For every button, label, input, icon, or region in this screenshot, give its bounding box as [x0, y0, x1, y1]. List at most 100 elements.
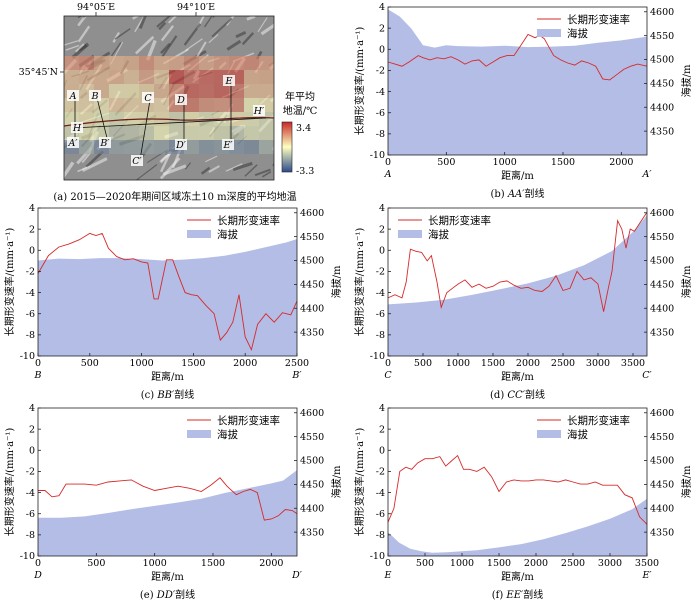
- y-left-axis-label-e: 长期形变速率/(mm·a⁻¹): [3, 428, 16, 537]
- legend-title-line1: 年平均: [285, 90, 315, 103]
- y-left-tick-label-b-5: 0: [379, 44, 385, 55]
- y-left-tick-label-b-0: -10: [370, 150, 385, 161]
- y-right-tick-label-f-5: 4600: [650, 408, 674, 419]
- chart-cc-profile: 0 500 1000 1500 2000 2500 3000 3500 -10 -8 -6 -4 -2 0…: [353, 203, 693, 401]
- y-left-axis-label-b: 长期形变速率/(mm·a⁻¹): [353, 27, 366, 136]
- x-tick-label-d-0: 0: [385, 358, 391, 369]
- chart-dd-profile: 0 500 1000 1500 2000 -10 -8 -6 -4 -2 0 2 4 4350 4400 44…: [3, 403, 343, 601]
- y-right-tick-label-f-2: 4450: [650, 480, 674, 491]
- y-left-tick-label-d-6: 2: [379, 224, 385, 235]
- y-right-tick-label-c-2: 4450: [300, 280, 324, 291]
- x-tick-label-c-0: 0: [35, 358, 41, 369]
- y-left-tick-label-b-1: -8: [376, 129, 385, 140]
- start-label-b: A: [384, 169, 392, 180]
- elevation-area-d: [388, 215, 647, 356]
- y-right-axis-label-f: 海拔/m: [680, 465, 693, 498]
- deformation-line-c: [37, 232, 298, 352]
- y-right-tick-label-c-0: 4350: [300, 327, 324, 338]
- profile-label-end-4: E′: [222, 140, 233, 151]
- x-tick-label-c-3: 1500: [181, 358, 205, 369]
- y-right-tick-label-f-0: 4350: [650, 527, 674, 538]
- y-left-tick-label-c-2: -6: [26, 309, 35, 320]
- y-right-tick-label-b-2: 4450: [650, 79, 674, 90]
- x-axis-label-d: 距离/m: [501, 370, 534, 383]
- legend-elevation-c: 海拔: [217, 228, 238, 241]
- y-right-tick-label-e-0: 4350: [300, 527, 324, 538]
- caption-e: (e) DD′剖线: [140, 588, 195, 601]
- y-left-tick-label-e-6: 2: [29, 424, 35, 435]
- y-right-axis-label-d: 海拔/m: [680, 265, 693, 298]
- x-tick-label-c-2: 1000: [130, 358, 154, 369]
- map-panel: 94°05′E 94°10′E 35°45′N A A′ B B′ C C′ D D′ E E′ H…: [0, 0, 350, 205]
- map-figure: 94°05′E 94°10′E 35°45′N A A′ B B′ C C′ D D′ E E′ H…: [19, 2, 318, 203]
- x-tick-label-b-2: 1000: [493, 157, 517, 168]
- start-label-f: E: [384, 570, 392, 581]
- y-right-tick-label-b-1: 4400: [650, 102, 674, 113]
- profile-line-5: [71, 117, 267, 129]
- x-axis-label-e: 距离/m: [151, 570, 184, 583]
- y-left-tick-label-d-3: -4: [376, 288, 385, 299]
- x-tick-label-c-4: 2000: [233, 358, 257, 369]
- legend-area-swatch-b: [537, 29, 561, 37]
- x-tick-label-b-4: 2000: [609, 157, 633, 168]
- chart-aa-profile: 0 500 1000 1500 2000 -10 -8 -6 -4 -2 0 2 4 4350 4400 44…: [353, 2, 693, 200]
- x-tick-label-d-4: 2000: [516, 358, 540, 369]
- y-left-tick-label-e-2: -6: [26, 509, 35, 520]
- profile-label-start-5: H: [72, 123, 82, 134]
- x-tick-label-d-7: 3500: [621, 358, 645, 369]
- chart-panel-dd: 0 500 1000 1500 2000 -10 -8 -6 -4 -2 0 2 4 4350 4400 44…: [0, 401, 350, 602]
- x-tick-label-e-3: 1500: [201, 558, 225, 569]
- y-left-tick-label-c-5: 0: [29, 245, 35, 256]
- legend-elevation-f: 海拔: [567, 428, 588, 441]
- y-right-tick-label-b-3: 4500: [650, 55, 674, 66]
- y-left-tick-label-e-5: 0: [29, 445, 35, 456]
- legend-area-swatch-d: [398, 230, 422, 238]
- y-left-tick-label-e-7: 4: [29, 403, 35, 414]
- profile-label-end-5: H′: [253, 106, 265, 117]
- chart-panel-ee: 0 500 1000 1500 2000 2500 3000 3500 -10 -8 -6 -4 -2 0…: [350, 401, 700, 602]
- y-right-tick-label-d-2: 4450: [650, 280, 674, 291]
- x-tick-label-c-5: 2500: [285, 358, 309, 369]
- x-tick-label-f-7: 3500: [635, 558, 659, 569]
- lat-label: 35°45′N: [19, 67, 58, 78]
- y-left-tick-label-e-1: -8: [26, 530, 35, 541]
- map-caption: (a) 2015—2020年期间区域冻土10 m深度的平均地温: [53, 190, 296, 203]
- x-tick-label-d-3: 1500: [481, 358, 505, 369]
- legend-deformation-c: 长期形变速率: [217, 214, 280, 227]
- y-left-tick-label-b-2: -6: [376, 108, 385, 119]
- x-tick-label-f-3: 1500: [487, 558, 511, 569]
- legend-title-line2: 地温/℃: [283, 104, 318, 117]
- plot-frame-c: [37, 207, 298, 357]
- plot-frame-e: [37, 407, 298, 557]
- legend-deformation-e: 长期形变速率: [217, 414, 280, 427]
- y-right-tick-label-f-1: 4400: [650, 503, 674, 514]
- y-right-tick-label-e-4: 4550: [300, 432, 324, 443]
- end-label-c: B′: [291, 370, 302, 381]
- profile-label-start-1: B: [91, 91, 99, 102]
- start-label-d: C: [384, 370, 392, 381]
- caption-c: (c) BB′剖线: [141, 388, 195, 401]
- plot-frame-f: [387, 407, 648, 557]
- x-tick-label-d-5: 2500: [551, 358, 575, 369]
- deformation-line-f: [387, 454, 648, 525]
- ground-temperature-grid: [64, 56, 274, 154]
- x-axis-label-b: 距离/m: [501, 169, 534, 182]
- plot-frame-d: [387, 207, 648, 357]
- caption-d: (d) CC′剖线: [490, 388, 545, 401]
- y-left-tick-label-b-3: -4: [376, 87, 385, 98]
- plot-frame-b: [387, 6, 648, 156]
- y-right-tick-label-c-4: 4550: [300, 232, 324, 243]
- y-left-tick-label-b-4: -2: [376, 66, 385, 77]
- deformation-line-b: [387, 33, 648, 81]
- y-right-tick-label-d-1: 4400: [650, 303, 674, 314]
- x-axis-label-c: 距离/m: [151, 370, 184, 383]
- y-right-tick-label-d-5: 4600: [650, 208, 674, 219]
- y-left-tick-label-f-7: 4: [379, 403, 385, 414]
- x-tick-label-b-0: 0: [385, 157, 391, 168]
- chart-ee-profile: 0 500 1000 1500 2000 2500 3000 3500 -10 -8 -6 -4 -2 0…: [353, 403, 693, 601]
- lon-label-2: 94°10′E: [177, 2, 215, 13]
- lon-label-1: 94°05′E: [77, 2, 115, 13]
- y-left-axis-label-c: 长期形变速率/(mm·a⁻¹): [3, 228, 16, 337]
- elevation-area-f: [388, 498, 647, 556]
- end-label-f: E′: [641, 570, 652, 581]
